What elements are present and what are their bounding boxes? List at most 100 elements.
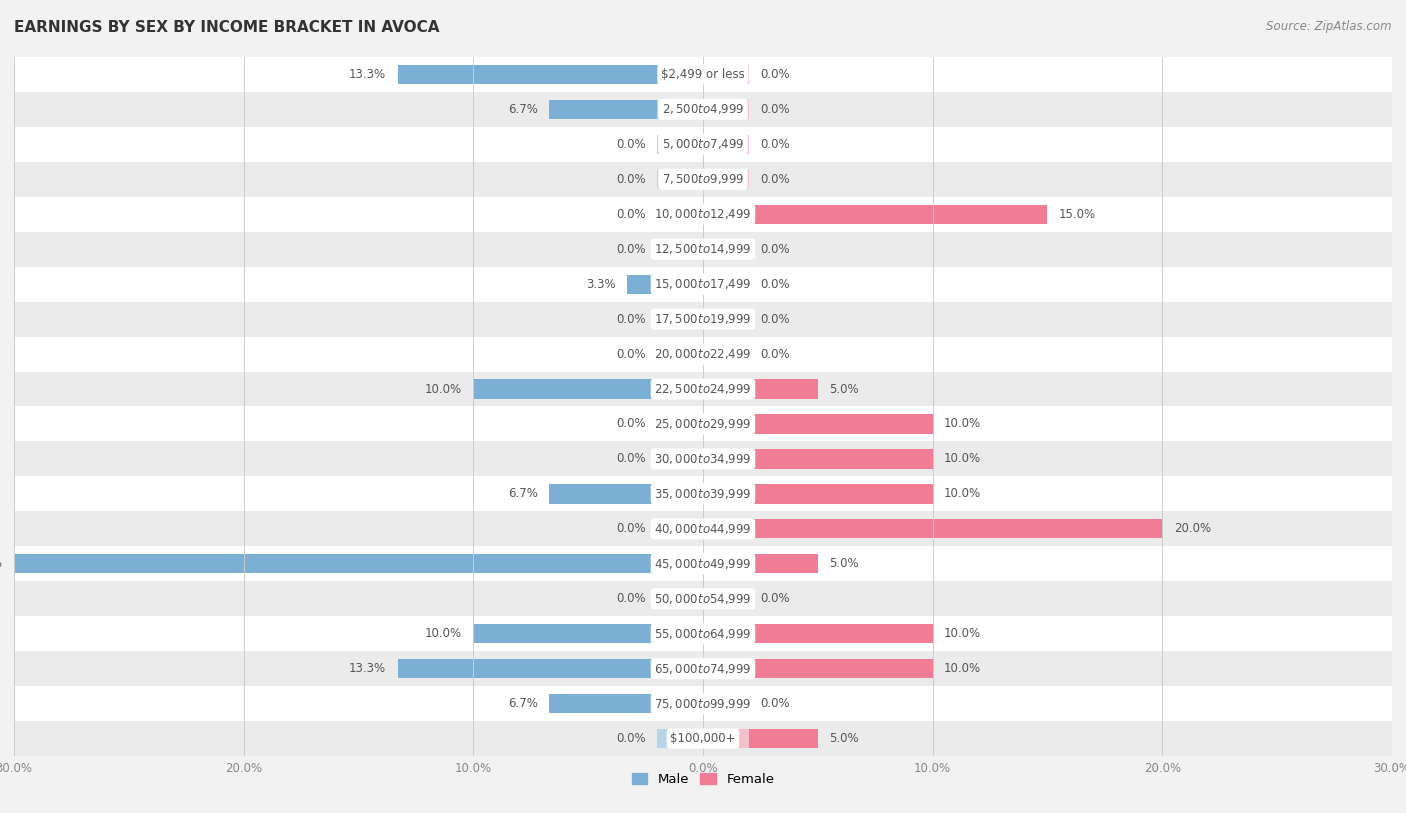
Bar xyxy=(14,686,1392,721)
Bar xyxy=(14,337,1392,372)
Bar xyxy=(703,589,749,608)
Text: 0.0%: 0.0% xyxy=(616,348,645,360)
Bar xyxy=(703,415,932,433)
Bar xyxy=(14,721,1392,756)
Text: 10.0%: 10.0% xyxy=(945,453,981,465)
Bar xyxy=(657,520,703,538)
Bar xyxy=(657,624,703,643)
Text: 15.0%: 15.0% xyxy=(1059,208,1097,220)
Text: 5.0%: 5.0% xyxy=(830,383,859,395)
Text: 0.0%: 0.0% xyxy=(761,138,790,150)
Bar xyxy=(657,205,703,224)
Bar xyxy=(657,415,703,433)
Bar xyxy=(657,275,703,293)
Text: 5.0%: 5.0% xyxy=(830,733,859,745)
Bar xyxy=(550,485,703,503)
Bar xyxy=(14,616,1392,651)
Text: $12,500 to $14,999: $12,500 to $14,999 xyxy=(654,242,752,256)
Bar xyxy=(657,659,703,678)
Bar xyxy=(703,275,749,293)
Bar xyxy=(703,345,749,363)
Bar xyxy=(657,554,703,573)
Text: 20.0%: 20.0% xyxy=(1174,523,1211,535)
Bar xyxy=(14,92,1392,127)
Bar xyxy=(657,100,703,119)
Text: $100,000+: $100,000+ xyxy=(671,733,735,745)
Text: 13.3%: 13.3% xyxy=(349,663,387,675)
Text: $22,500 to $24,999: $22,500 to $24,999 xyxy=(654,382,752,396)
Text: 6.7%: 6.7% xyxy=(508,103,537,115)
Bar xyxy=(703,135,749,154)
Text: $25,000 to $29,999: $25,000 to $29,999 xyxy=(654,417,752,431)
Bar xyxy=(703,415,749,433)
Text: $65,000 to $74,999: $65,000 to $74,999 xyxy=(654,662,752,676)
Text: 10.0%: 10.0% xyxy=(945,628,981,640)
Text: 6.7%: 6.7% xyxy=(508,698,537,710)
Bar xyxy=(703,485,932,503)
Text: $50,000 to $54,999: $50,000 to $54,999 xyxy=(654,592,752,606)
Bar xyxy=(627,275,703,293)
Bar xyxy=(703,65,749,84)
Text: 0.0%: 0.0% xyxy=(761,593,790,605)
Text: 10.0%: 10.0% xyxy=(945,418,981,430)
Text: 0.0%: 0.0% xyxy=(616,313,645,325)
Text: $75,000 to $99,999: $75,000 to $99,999 xyxy=(654,697,752,711)
Text: 3.3%: 3.3% xyxy=(586,278,616,290)
Text: 0.0%: 0.0% xyxy=(616,418,645,430)
Text: 0.0%: 0.0% xyxy=(761,313,790,325)
Bar xyxy=(703,380,818,398)
Text: 0.0%: 0.0% xyxy=(761,243,790,255)
Text: 0.0%: 0.0% xyxy=(616,208,645,220)
Bar xyxy=(14,127,1392,162)
Bar xyxy=(14,232,1392,267)
Bar xyxy=(14,651,1392,686)
Text: 10.0%: 10.0% xyxy=(945,488,981,500)
Bar xyxy=(14,57,1392,92)
Bar xyxy=(657,729,703,748)
Text: 0.0%: 0.0% xyxy=(761,698,790,710)
Bar xyxy=(657,589,703,608)
Bar xyxy=(657,135,703,154)
Text: 0.0%: 0.0% xyxy=(616,173,645,185)
Text: $10,000 to $12,499: $10,000 to $12,499 xyxy=(654,207,752,221)
Bar xyxy=(398,659,703,678)
Text: 5.0%: 5.0% xyxy=(830,558,859,570)
Bar xyxy=(703,450,932,468)
Bar xyxy=(703,450,749,468)
Bar xyxy=(703,205,749,224)
Text: $7,500 to $9,999: $7,500 to $9,999 xyxy=(662,172,744,186)
Text: $15,000 to $17,499: $15,000 to $17,499 xyxy=(654,277,752,291)
Bar xyxy=(657,485,703,503)
Text: $40,000 to $44,999: $40,000 to $44,999 xyxy=(654,522,752,536)
Text: 0.0%: 0.0% xyxy=(761,278,790,290)
Bar xyxy=(703,170,749,189)
Bar xyxy=(14,554,703,573)
Text: $5,000 to $7,499: $5,000 to $7,499 xyxy=(662,137,744,151)
Bar xyxy=(657,694,703,713)
Bar xyxy=(703,624,749,643)
Text: $30,000 to $34,999: $30,000 to $34,999 xyxy=(654,452,752,466)
Text: 13.3%: 13.3% xyxy=(349,68,387,80)
Bar xyxy=(550,694,703,713)
Text: 30.0%: 30.0% xyxy=(0,558,3,570)
Bar xyxy=(703,310,749,328)
Bar xyxy=(703,554,818,573)
Text: $45,000 to $49,999: $45,000 to $49,999 xyxy=(654,557,752,571)
Text: Source: ZipAtlas.com: Source: ZipAtlas.com xyxy=(1267,20,1392,33)
Bar xyxy=(14,581,1392,616)
Text: 0.0%: 0.0% xyxy=(616,523,645,535)
Text: $20,000 to $22,499: $20,000 to $22,499 xyxy=(654,347,752,361)
Text: $2,499 or less: $2,499 or less xyxy=(661,68,745,80)
Text: 6.7%: 6.7% xyxy=(508,488,537,500)
Bar xyxy=(14,302,1392,337)
Bar xyxy=(703,624,932,643)
Bar xyxy=(657,240,703,259)
Text: 0.0%: 0.0% xyxy=(616,733,645,745)
Bar xyxy=(703,240,749,259)
Text: $55,000 to $64,999: $55,000 to $64,999 xyxy=(654,627,752,641)
Text: 0.0%: 0.0% xyxy=(761,173,790,185)
Bar xyxy=(703,659,749,678)
Bar xyxy=(703,485,749,503)
Text: 0.0%: 0.0% xyxy=(616,243,645,255)
Bar xyxy=(14,406,1392,441)
